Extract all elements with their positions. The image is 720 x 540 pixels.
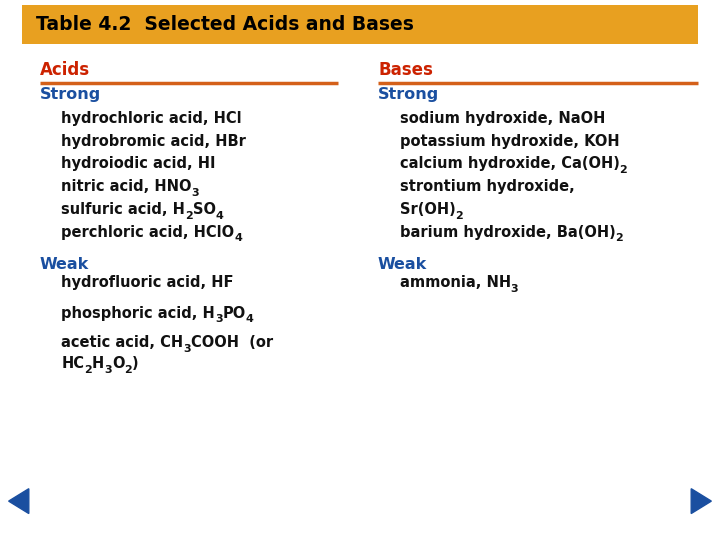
Text: Sr(OH): Sr(OH): [400, 202, 455, 217]
Text: calcium hydroxide, Ca(OH): calcium hydroxide, Ca(OH): [400, 157, 619, 172]
Text: hydrochloric acid, HCl: hydrochloric acid, HCl: [61, 111, 242, 126]
Text: acetic acid, CH: acetic acid, CH: [61, 335, 184, 350]
Text: 2: 2: [455, 211, 463, 221]
Text: sodium hydroxide, NaOH: sodium hydroxide, NaOH: [400, 111, 605, 126]
Text: Bases: Bases: [378, 61, 433, 79]
Bar: [22, 5, 698, 44]
Text: strontium hydroxide,: strontium hydroxide,: [400, 179, 575, 194]
Polygon shape: [691, 489, 711, 514]
Text: 2: 2: [616, 233, 623, 244]
Text: COOH  (or: COOH (or: [191, 335, 273, 350]
Text: Acids: Acids: [40, 61, 90, 79]
Text: H: H: [92, 356, 104, 372]
Text: SO: SO: [193, 202, 216, 217]
Text: sulfuric acid, H: sulfuric acid, H: [61, 202, 185, 217]
Text: 3: 3: [510, 284, 518, 294]
Text: O: O: [112, 356, 125, 372]
Text: hydrobromic acid, HBr: hydrobromic acid, HBr: [61, 134, 246, 149]
Text: 4: 4: [246, 314, 253, 325]
Text: 2: 2: [125, 365, 132, 375]
Text: perchloric acid, HClO: perchloric acid, HClO: [61, 225, 234, 240]
Text: hydroiodic acid, HI: hydroiodic acid, HI: [61, 157, 216, 172]
Text: hydrofluoric acid, HF: hydrofluoric acid, HF: [61, 275, 234, 291]
Text: 4: 4: [234, 233, 242, 244]
Text: 2: 2: [84, 365, 92, 375]
Text: ): ): [132, 356, 139, 372]
Text: Table 4.2  Selected Acids and Bases: Table 4.2 Selected Acids and Bases: [36, 15, 414, 35]
Text: Weak: Weak: [40, 257, 89, 272]
Text: HC: HC: [61, 356, 84, 372]
Text: 3: 3: [184, 343, 191, 354]
Text: nitric acid, HNO: nitric acid, HNO: [61, 179, 192, 194]
Text: PO: PO: [222, 306, 246, 321]
Text: potassium hydroxide, KOH: potassium hydroxide, KOH: [400, 134, 619, 149]
Text: barium hydroxide, Ba(OH): barium hydroxide, Ba(OH): [400, 225, 616, 240]
Text: ammonia, NH: ammonia, NH: [400, 275, 510, 291]
Text: 4: 4: [216, 211, 224, 221]
Text: Strong: Strong: [40, 87, 101, 102]
Text: phosphoric acid, H: phosphoric acid, H: [61, 306, 215, 321]
Text: 3: 3: [192, 188, 199, 198]
Text: Strong: Strong: [378, 87, 439, 102]
Text: 3: 3: [215, 314, 222, 325]
Text: 2: 2: [185, 211, 193, 221]
Text: 3: 3: [104, 365, 112, 375]
Text: Weak: Weak: [378, 257, 427, 272]
Polygon shape: [9, 489, 29, 514]
Text: 2: 2: [619, 165, 627, 176]
